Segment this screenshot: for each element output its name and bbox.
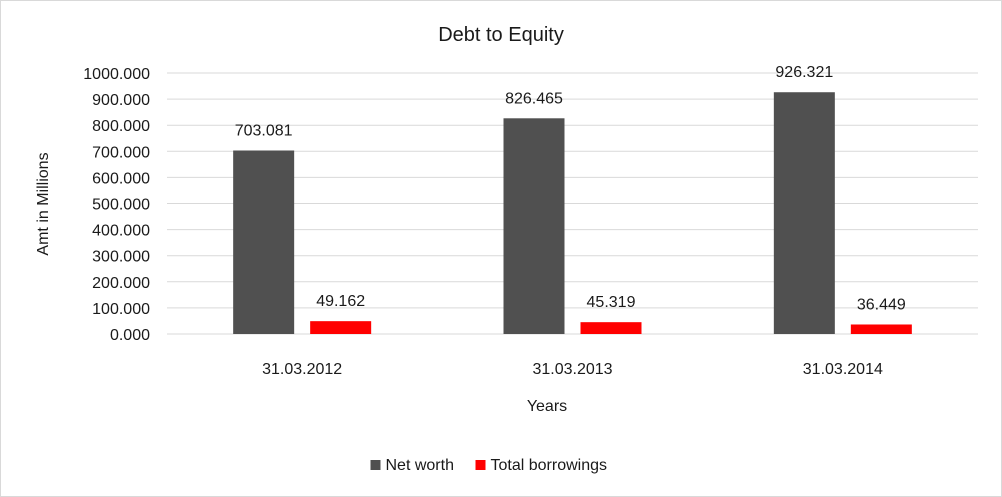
legend-swatch xyxy=(370,460,381,470)
legend-label: Net worth xyxy=(386,457,454,474)
x-tick-label: 31.03.2014 xyxy=(803,361,883,378)
data-labels: 703.081 49.162 826.465 45.319 926.321 36.449 xyxy=(235,64,906,313)
y-tick-label: 200.000 xyxy=(92,275,150,292)
data-label: 926.321 xyxy=(775,64,833,81)
y-tick-label: 400.000 xyxy=(92,223,150,240)
y-axis-title: Amt in Millions xyxy=(35,152,52,255)
data-label: 703.081 xyxy=(235,122,293,139)
legend: Net worth Total borrowings xyxy=(370,457,608,474)
x-axis-ticks: 31.03.2012 31.03.2013 31.03.2014 xyxy=(262,361,883,378)
legend-label: Total borrowings xyxy=(491,457,608,474)
chart-title: Debt to Equity xyxy=(438,24,564,46)
data-label: 45.319 xyxy=(587,294,636,311)
legend-swatch xyxy=(475,460,486,470)
y-tick-label: 600.000 xyxy=(92,170,150,187)
data-label: 826.465 xyxy=(505,90,563,107)
gridlines xyxy=(167,72,978,335)
x-tick-label: 31.03.2012 xyxy=(262,361,342,378)
y-tick-label: 700.000 xyxy=(92,144,150,161)
y-tick-label: 500.000 xyxy=(92,197,150,214)
y-tick-label: 900.000 xyxy=(92,92,150,109)
y-axis-ticks: 0.000 100.000 200.000 300.000 400.000 500.000… xyxy=(83,66,150,344)
y-tick-label: 800.000 xyxy=(92,118,150,135)
bar xyxy=(233,150,295,334)
data-label: 49.162 xyxy=(316,293,365,310)
bar xyxy=(310,321,372,334)
bars xyxy=(233,92,912,334)
data-label: 36.449 xyxy=(857,296,906,313)
y-tick-label: 100.000 xyxy=(92,301,150,318)
x-axis-title: Years xyxy=(527,398,567,415)
bar xyxy=(580,322,642,334)
bar xyxy=(503,118,565,334)
y-tick-label: 300.000 xyxy=(92,249,150,266)
bar xyxy=(773,92,835,334)
bar xyxy=(850,324,912,334)
x-tick-label: 31.03.2013 xyxy=(532,361,612,378)
y-tick-label: 0.000 xyxy=(110,327,150,344)
y-tick-label: 1000.000 xyxy=(83,66,150,83)
